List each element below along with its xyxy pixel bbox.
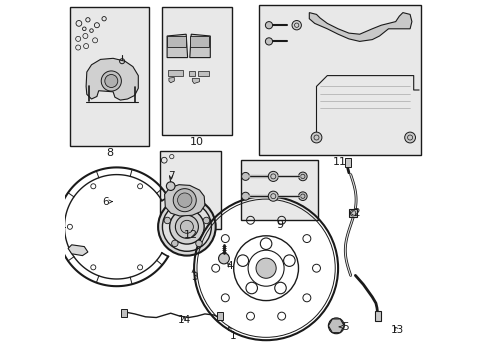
Polygon shape: [86, 58, 138, 100]
Circle shape: [241, 172, 249, 180]
Circle shape: [183, 203, 190, 210]
Text: 3: 3: [190, 269, 197, 282]
Circle shape: [298, 172, 306, 181]
Circle shape: [203, 217, 209, 224]
Circle shape: [268, 191, 278, 201]
Text: 8: 8: [106, 148, 113, 158]
Text: 14: 14: [177, 315, 190, 325]
Circle shape: [404, 132, 415, 143]
Circle shape: [298, 192, 306, 201]
Bar: [197, 71, 208, 76]
Text: 11: 11: [332, 157, 346, 167]
Circle shape: [101, 71, 121, 91]
Bar: [190, 36, 209, 47]
Circle shape: [218, 253, 229, 264]
Polygon shape: [189, 34, 210, 58]
Circle shape: [180, 220, 193, 233]
Bar: [162, 7, 231, 135]
Circle shape: [175, 215, 198, 238]
Circle shape: [195, 240, 202, 247]
Bar: [217, 312, 223, 320]
Bar: [167, 36, 186, 47]
Text: 12: 12: [183, 230, 197, 240]
Bar: [188, 71, 195, 76]
Circle shape: [104, 75, 118, 87]
Polygon shape: [164, 185, 204, 216]
Text: 6: 6: [102, 197, 112, 207]
Circle shape: [291, 21, 301, 30]
Circle shape: [164, 217, 170, 224]
Circle shape: [158, 198, 215, 256]
Circle shape: [265, 22, 272, 29]
Bar: [344, 158, 350, 167]
Circle shape: [256, 258, 276, 278]
Circle shape: [166, 182, 175, 190]
Polygon shape: [68, 245, 88, 256]
Text: 7: 7: [167, 171, 174, 181]
Polygon shape: [168, 77, 174, 83]
Bar: [374, 311, 381, 321]
Text: 2: 2: [349, 208, 359, 218]
Text: 10: 10: [190, 137, 203, 147]
Text: 13: 13: [390, 325, 403, 336]
Polygon shape: [309, 13, 411, 41]
Circle shape: [268, 171, 278, 181]
Bar: [258, 5, 420, 155]
Polygon shape: [192, 78, 199, 84]
Bar: [70, 7, 149, 146]
Bar: [168, 70, 182, 76]
Text: 4: 4: [226, 261, 233, 271]
Circle shape: [162, 202, 211, 251]
Bar: [121, 309, 127, 317]
Text: 1: 1: [228, 327, 236, 341]
Polygon shape: [167, 34, 187, 58]
Text: 9: 9: [275, 220, 283, 230]
Circle shape: [177, 193, 192, 207]
Polygon shape: [328, 319, 344, 333]
Circle shape: [310, 132, 321, 143]
Bar: [348, 209, 356, 217]
Circle shape: [173, 189, 196, 212]
Bar: [160, 151, 221, 229]
Circle shape: [265, 38, 272, 45]
Circle shape: [171, 240, 178, 247]
Circle shape: [241, 192, 249, 200]
Circle shape: [169, 210, 204, 244]
Bar: [241, 160, 318, 220]
Text: 5: 5: [339, 322, 348, 332]
Circle shape: [328, 318, 344, 334]
